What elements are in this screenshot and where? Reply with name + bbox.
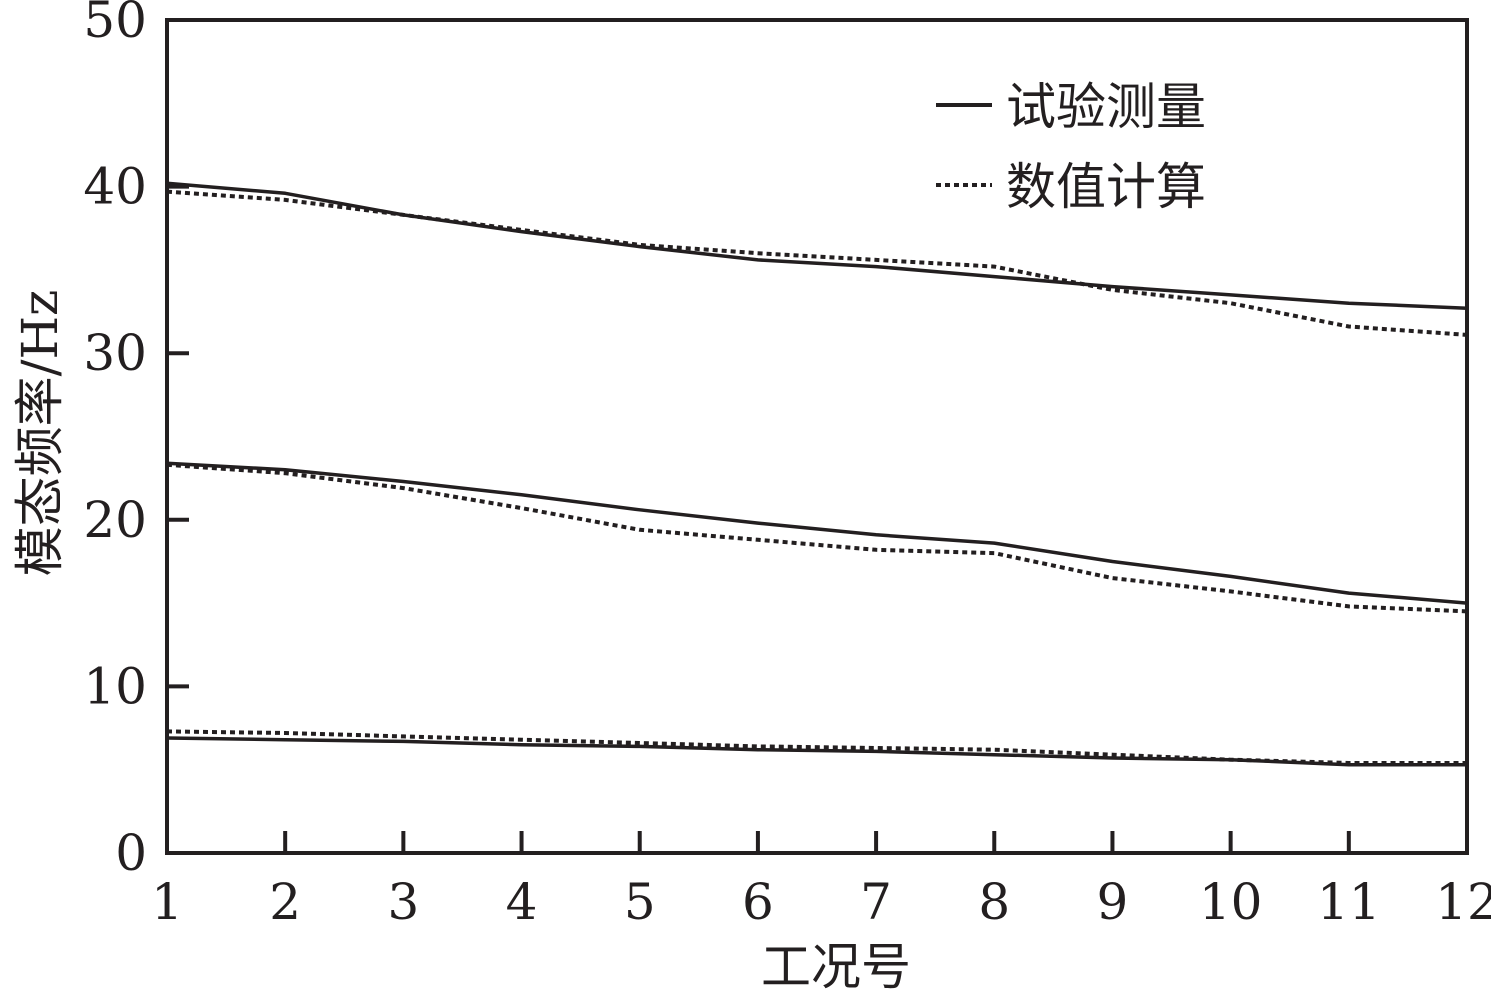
- legend-label-dotted: 数值计算: [1006, 158, 1206, 216]
- series-line-mode-1-solid: [167, 738, 1467, 765]
- legend: 试验测量 数值计算: [936, 78, 1206, 216]
- x-tick-label: 8: [978, 873, 1010, 931]
- x-tick-label: 11: [1317, 873, 1381, 931]
- series-line-mode-3-solid: [167, 183, 1467, 308]
- y-tick-label: 10: [83, 657, 147, 715]
- x-tick-label: 10: [1199, 873, 1263, 931]
- y-tick-label: 0: [115, 824, 147, 882]
- x-tick-label: 4: [506, 873, 538, 931]
- legend-label-solid: 试验测量: [1006, 78, 1206, 136]
- x-tick-label: 2: [269, 873, 301, 931]
- y-tick-label: 50: [83, 0, 147, 49]
- series-line-mode-2-dotted: [167, 465, 1467, 612]
- series-line-mode-1-dotted: [167, 731, 1467, 763]
- x-tick-label: 7: [860, 873, 892, 931]
- axes: [167, 20, 1467, 853]
- y-tick-label: 20: [83, 491, 147, 549]
- x-tick-label: 12: [1435, 873, 1491, 931]
- data-lines: [167, 183, 1467, 764]
- x-tick-label: 9: [1097, 873, 1129, 931]
- series-line-mode-2-solid: [167, 463, 1467, 603]
- y-axis-title: 模态频率/Hz: [11, 290, 69, 577]
- y-tick-label: 40: [83, 158, 147, 216]
- x-tick-label: 6: [742, 873, 774, 931]
- x-axis-title: 工况号: [761, 938, 911, 993]
- x-tick-label: 1: [151, 873, 183, 931]
- x-tick-label: 3: [387, 873, 419, 931]
- plot-frame: [167, 20, 1467, 853]
- x-tick-label: 5: [624, 873, 656, 931]
- y-tick-label: 30: [83, 324, 147, 382]
